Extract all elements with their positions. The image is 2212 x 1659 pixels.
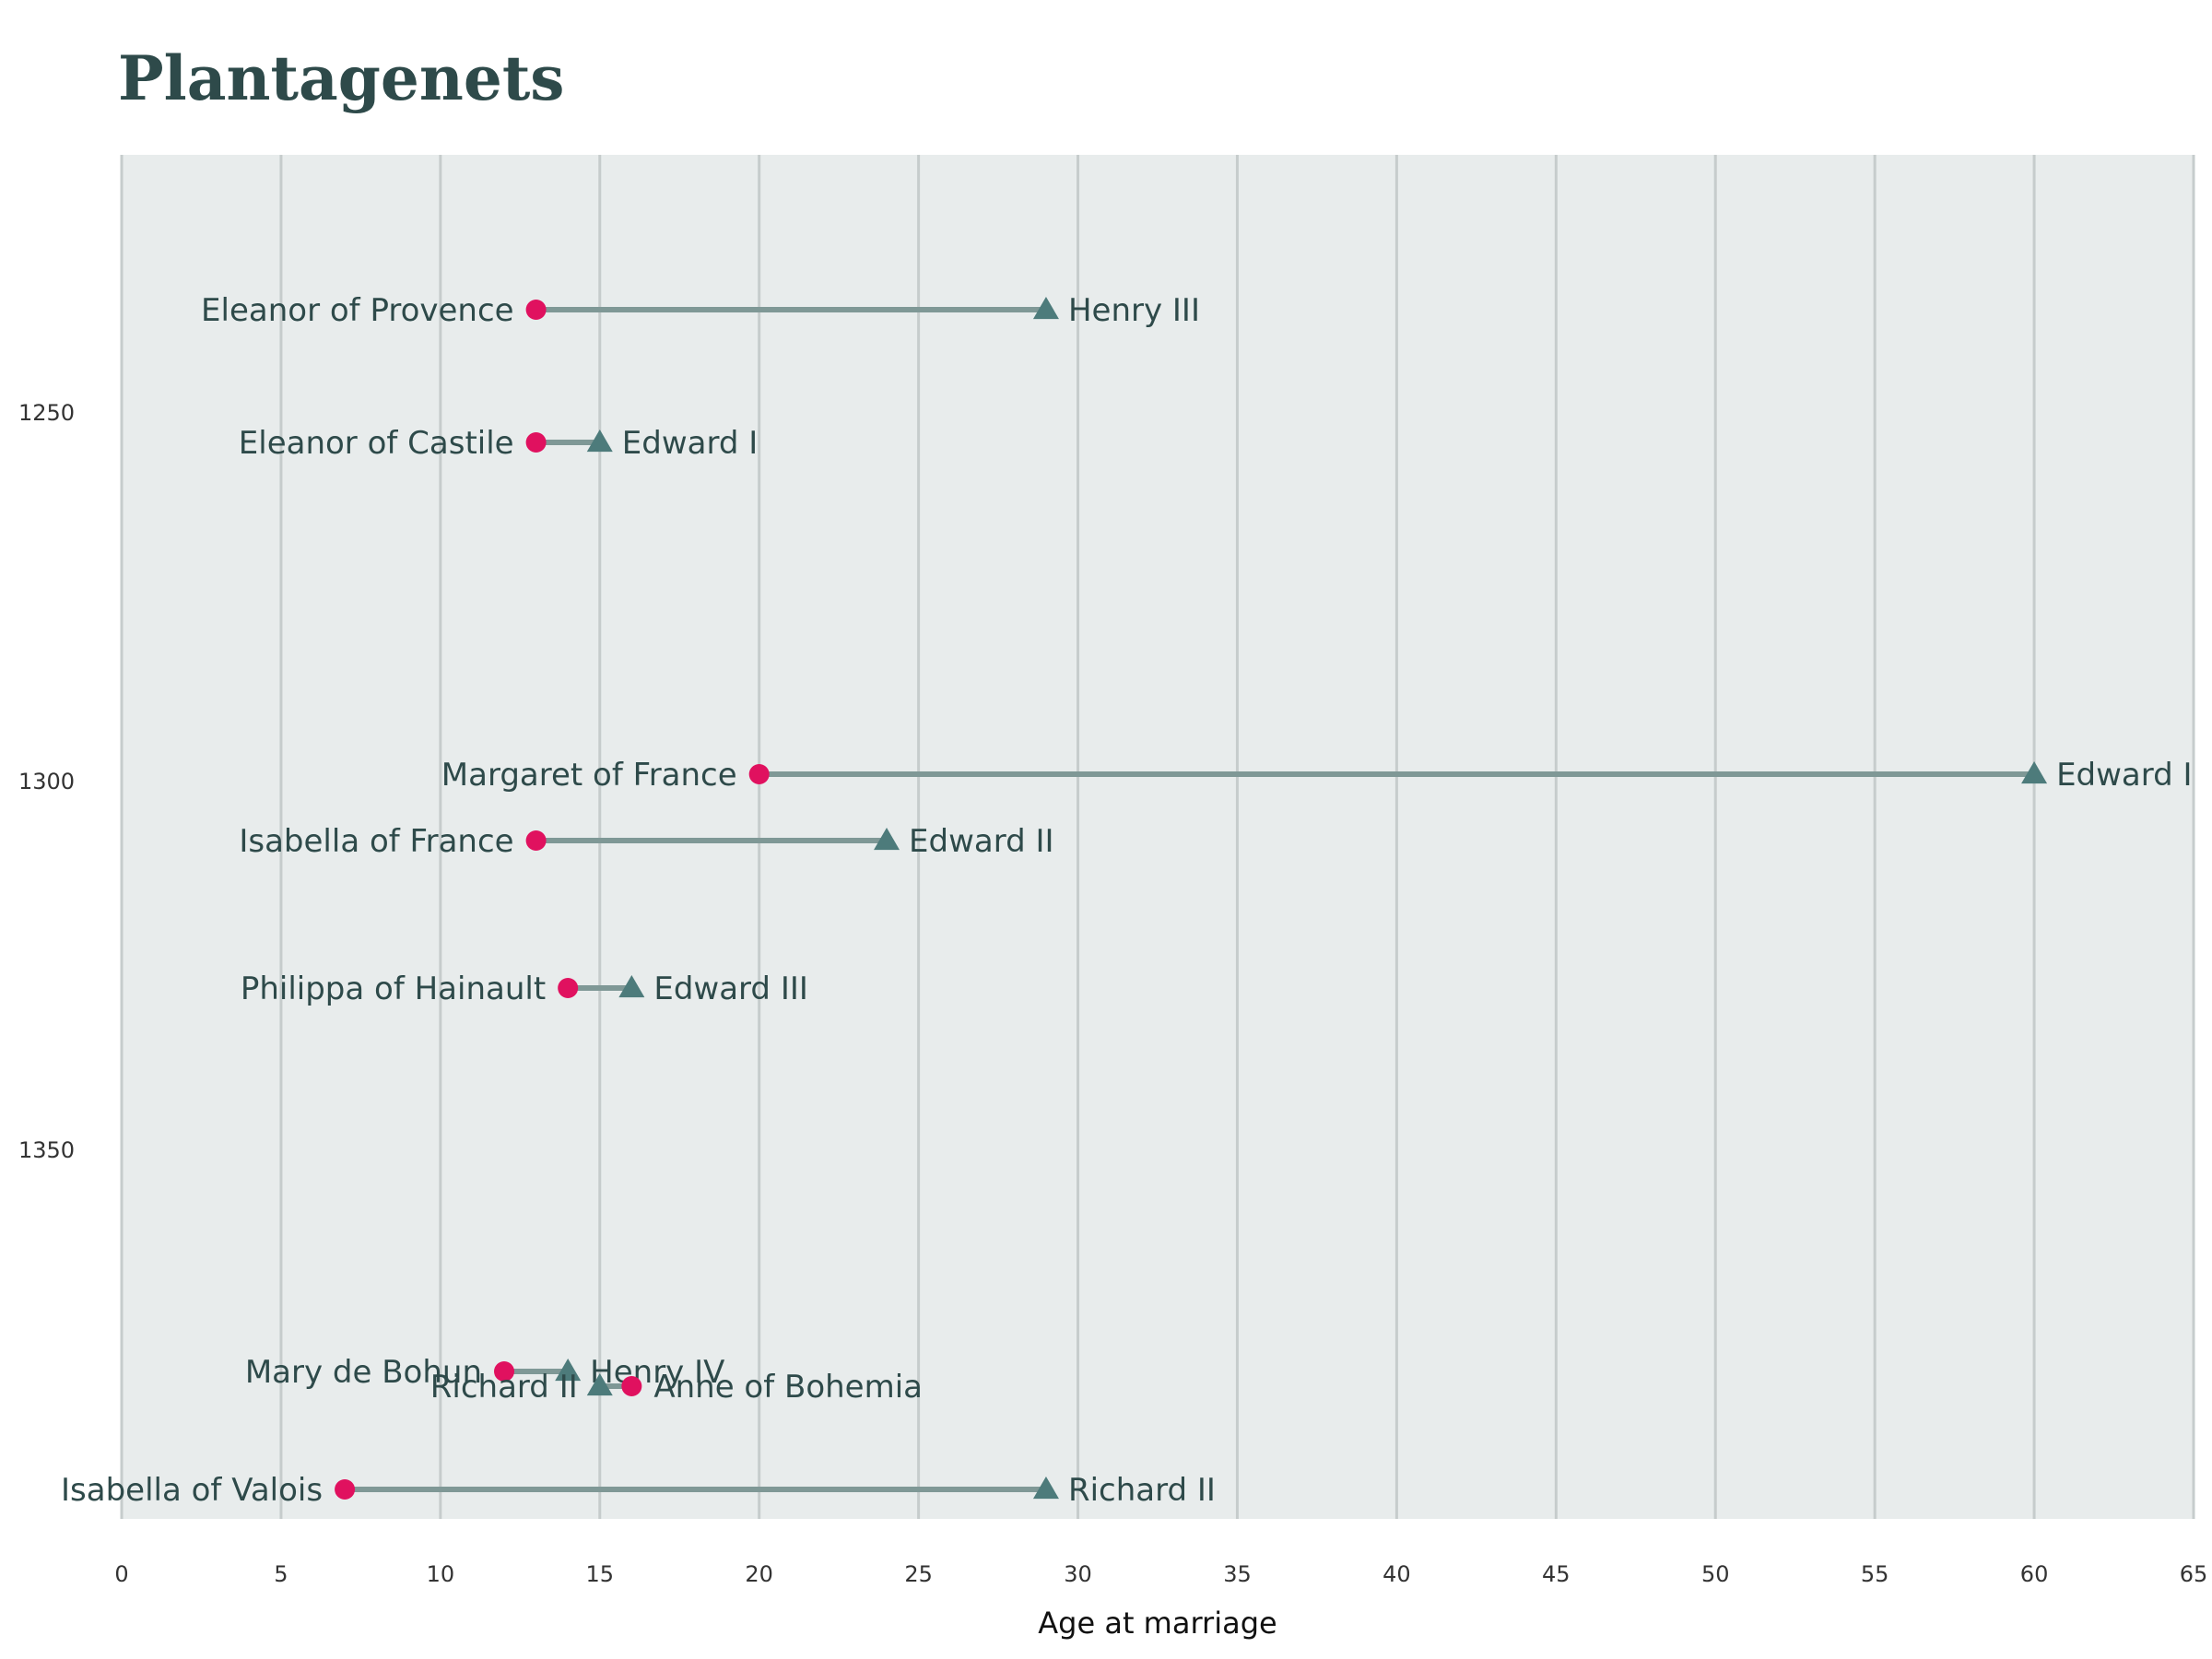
- wife-marker: [525, 432, 547, 453]
- king-label: Edward I: [2056, 757, 2193, 794]
- wife-marker: [621, 1376, 642, 1396]
- wife-marker: [525, 300, 547, 320]
- wife-marker: [494, 1361, 515, 1382]
- x-tick-label: 55: [1861, 1561, 1889, 1587]
- x-tick-label: 50: [1701, 1561, 1730, 1587]
- king-label: Richard II: [1068, 1472, 1216, 1509]
- wife-label: Anne of Bohemia: [653, 1369, 923, 1406]
- x-axis-ticks: 0 5 10 15 20 25 30 35 40 45 50 55 60 65: [114, 1561, 2207, 1587]
- wife-label: Isabella of France: [239, 823, 513, 860]
- king-marker: [1032, 1477, 1059, 1500]
- marriage-row: Margaret of France Edward I: [441, 757, 2193, 794]
- king-label: Richard II: [430, 1369, 578, 1406]
- x-tick-label: 0: [114, 1561, 128, 1587]
- marriage-row: Mary de Bohun Henry IV: [245, 1354, 725, 1391]
- y-axis-ticks: 1250 1300 1350: [18, 400, 75, 1163]
- wife-marker: [558, 978, 579, 998]
- king-label: Henry III: [1068, 292, 1200, 329]
- x-tick-label: 5: [274, 1561, 288, 1587]
- x-tick-label: 45: [1542, 1561, 1571, 1587]
- marriage-row: Anne of Bohemia Richard II: [430, 1369, 923, 1406]
- x-tick-label: 15: [585, 1561, 614, 1587]
- gridlines: [120, 155, 2195, 1519]
- marriage-row: Isabella of France Edward II: [239, 823, 1053, 860]
- y-tick-label: 1350: [18, 1137, 75, 1163]
- marriage-marks: Eleanor of Provence Henry III Eleanor of C…: [61, 292, 2193, 1509]
- chart-title: Plantagenets: [118, 42, 564, 114]
- y-tick-label: 1250: [18, 400, 75, 426]
- king-marker: [555, 1359, 582, 1382]
- x-axis-label: Age at marriage: [1038, 1606, 1277, 1641]
- king-marker: [586, 1373, 613, 1396]
- wife-label: Isabella of Valois: [61, 1472, 323, 1509]
- king-label: Edward II: [909, 823, 1054, 860]
- king-marker: [2021, 761, 2048, 784]
- king-marker: [1032, 297, 1059, 320]
- wife-marker: [525, 830, 547, 851]
- marriage-row: Philippa of Hainault Edward III: [241, 971, 808, 1007]
- x-tick-label: 65: [2180, 1561, 2208, 1587]
- y-tick-label: 1300: [18, 769, 75, 794]
- marriage-row: Isabella of Valois Richard II: [61, 1472, 1216, 1509]
- x-tick-label: 30: [1064, 1561, 1092, 1587]
- x-tick-label: 40: [1382, 1561, 1411, 1587]
- wife-label: Mary de Bohun: [245, 1354, 482, 1391]
- x-tick-label: 10: [427, 1561, 455, 1587]
- king-marker: [586, 429, 613, 453]
- king-label: Edward III: [653, 971, 808, 1007]
- x-tick-label: 60: [2020, 1561, 2049, 1587]
- marriage-row: Eleanor of Provence Henry III: [201, 292, 1200, 329]
- king-label: Edward I: [622, 425, 759, 462]
- wife-label: Margaret of France: [441, 757, 737, 794]
- wife-marker: [335, 1479, 356, 1500]
- king-marker: [874, 828, 900, 851]
- plot-background: [122, 155, 2194, 1519]
- wife-label: Philippa of Hainault: [241, 971, 546, 1007]
- x-tick-label: 20: [745, 1561, 773, 1587]
- wife-label: Eleanor of Provence: [201, 292, 514, 329]
- x-tick-label: 35: [1223, 1561, 1252, 1587]
- marriage-row: Eleanor of Castile Edward I: [239, 425, 759, 462]
- wife-label: Eleanor of Castile: [239, 425, 514, 462]
- wife-marker: [748, 764, 770, 784]
- x-tick-label: 25: [904, 1561, 933, 1587]
- king-marker: [618, 975, 645, 998]
